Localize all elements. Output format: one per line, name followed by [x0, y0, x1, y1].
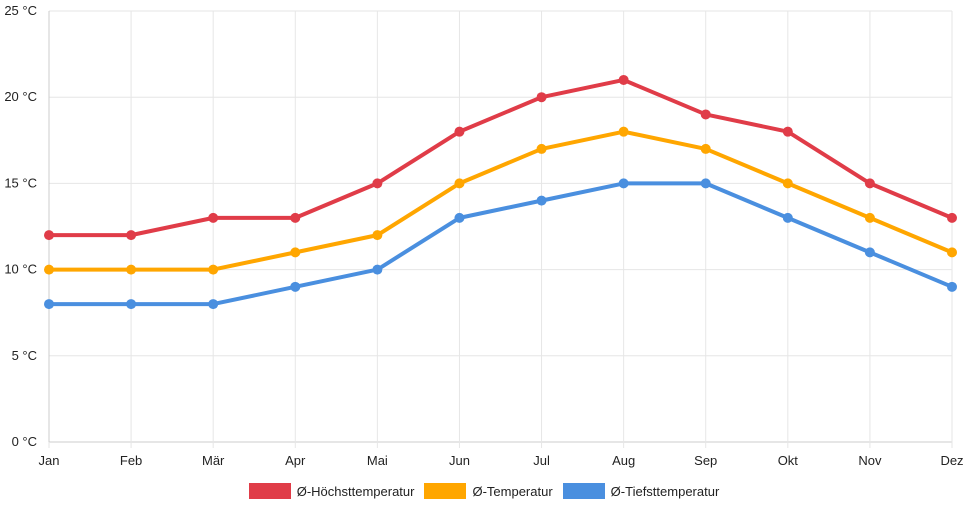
data-point	[454, 126, 465, 137]
data-point	[947, 281, 957, 292]
legend-label: Ø-Höchsttemperatur	[296, 483, 415, 499]
data-point	[536, 92, 547, 103]
legend-item[interactable]: Ø-Tiefsttemperatur	[562, 483, 720, 499]
y-tick-label: 10 °C	[4, 262, 37, 277]
x-tick-label: Nov	[858, 453, 882, 468]
x-tick-label: Mär	[202, 453, 225, 468]
y-tick-label: 5 °C	[12, 348, 37, 363]
data-point	[536, 195, 547, 206]
data-point	[208, 264, 219, 275]
data-point	[126, 299, 137, 310]
series-line	[49, 129, 953, 272]
data-point	[618, 178, 629, 189]
data-point	[44, 264, 54, 275]
data-point	[290, 247, 301, 258]
y-tick-label: 0 °C	[12, 434, 37, 449]
data-point	[947, 212, 957, 223]
legend-swatch	[248, 483, 291, 499]
data-point	[44, 299, 54, 310]
y-tick-label: 25 °C	[4, 3, 37, 18]
x-tick-label: Apr	[285, 453, 306, 468]
data-point	[208, 299, 219, 310]
data-point	[208, 212, 219, 223]
data-point	[290, 212, 301, 223]
data-point	[536, 143, 547, 154]
legend-item[interactable]: Ø-Höchsttemperatur	[248, 483, 415, 499]
series-line	[49, 181, 953, 307]
y-tick-label: 20 °C	[4, 89, 37, 104]
data-point	[618, 126, 629, 137]
data-point	[782, 178, 793, 189]
data-point	[700, 178, 711, 189]
x-tick-label: Aug	[612, 453, 635, 468]
data-point	[782, 126, 793, 137]
data-point	[454, 178, 465, 189]
x-tick-label: Feb	[120, 453, 142, 468]
data-point	[782, 212, 793, 223]
data-point	[44, 230, 54, 241]
temperature-line-chart: 0 °C 5 °C 10 °C 15 °C 20 °C 25 °C Jan Feb Mär Apr…	[4, 3, 963, 468]
legend-label: Ø-Temperatur	[472, 483, 553, 499]
data-point	[126, 264, 137, 275]
x-tick-label: Jun	[449, 453, 470, 468]
x-tick-label: Jul	[533, 453, 550, 468]
data-point	[454, 212, 465, 223]
x-tick-label: Mai	[367, 453, 388, 468]
x-tick-label: Dez	[940, 453, 963, 468]
data-point	[372, 264, 383, 275]
legend-item[interactable]: Ø-Temperatur	[424, 483, 553, 499]
data-point	[126, 230, 137, 241]
data-point	[864, 178, 875, 189]
x-tick-label: Jan	[39, 453, 60, 468]
data-point	[618, 74, 629, 85]
legend-label: Ø-Tiefsttemperatur	[610, 483, 720, 499]
series-line	[49, 77, 953, 238]
y-tick-label: 15 °C	[4, 175, 37, 190]
x-tick-label: Okt	[778, 453, 799, 468]
data-point	[864, 247, 875, 258]
data-point	[864, 212, 875, 223]
legend-swatch	[424, 483, 467, 499]
data-point	[947, 247, 957, 258]
data-point	[700, 109, 711, 120]
data-point	[372, 178, 383, 189]
x-tick-label: Sep	[694, 453, 717, 468]
data-point	[372, 230, 383, 241]
data-point	[700, 143, 711, 154]
data-point	[290, 281, 301, 292]
legend-swatch	[562, 483, 605, 499]
chart-legend: Ø-Höchsttemperatur Ø-Temperatur Ø-Tiefstte…	[0, 480, 968, 502]
